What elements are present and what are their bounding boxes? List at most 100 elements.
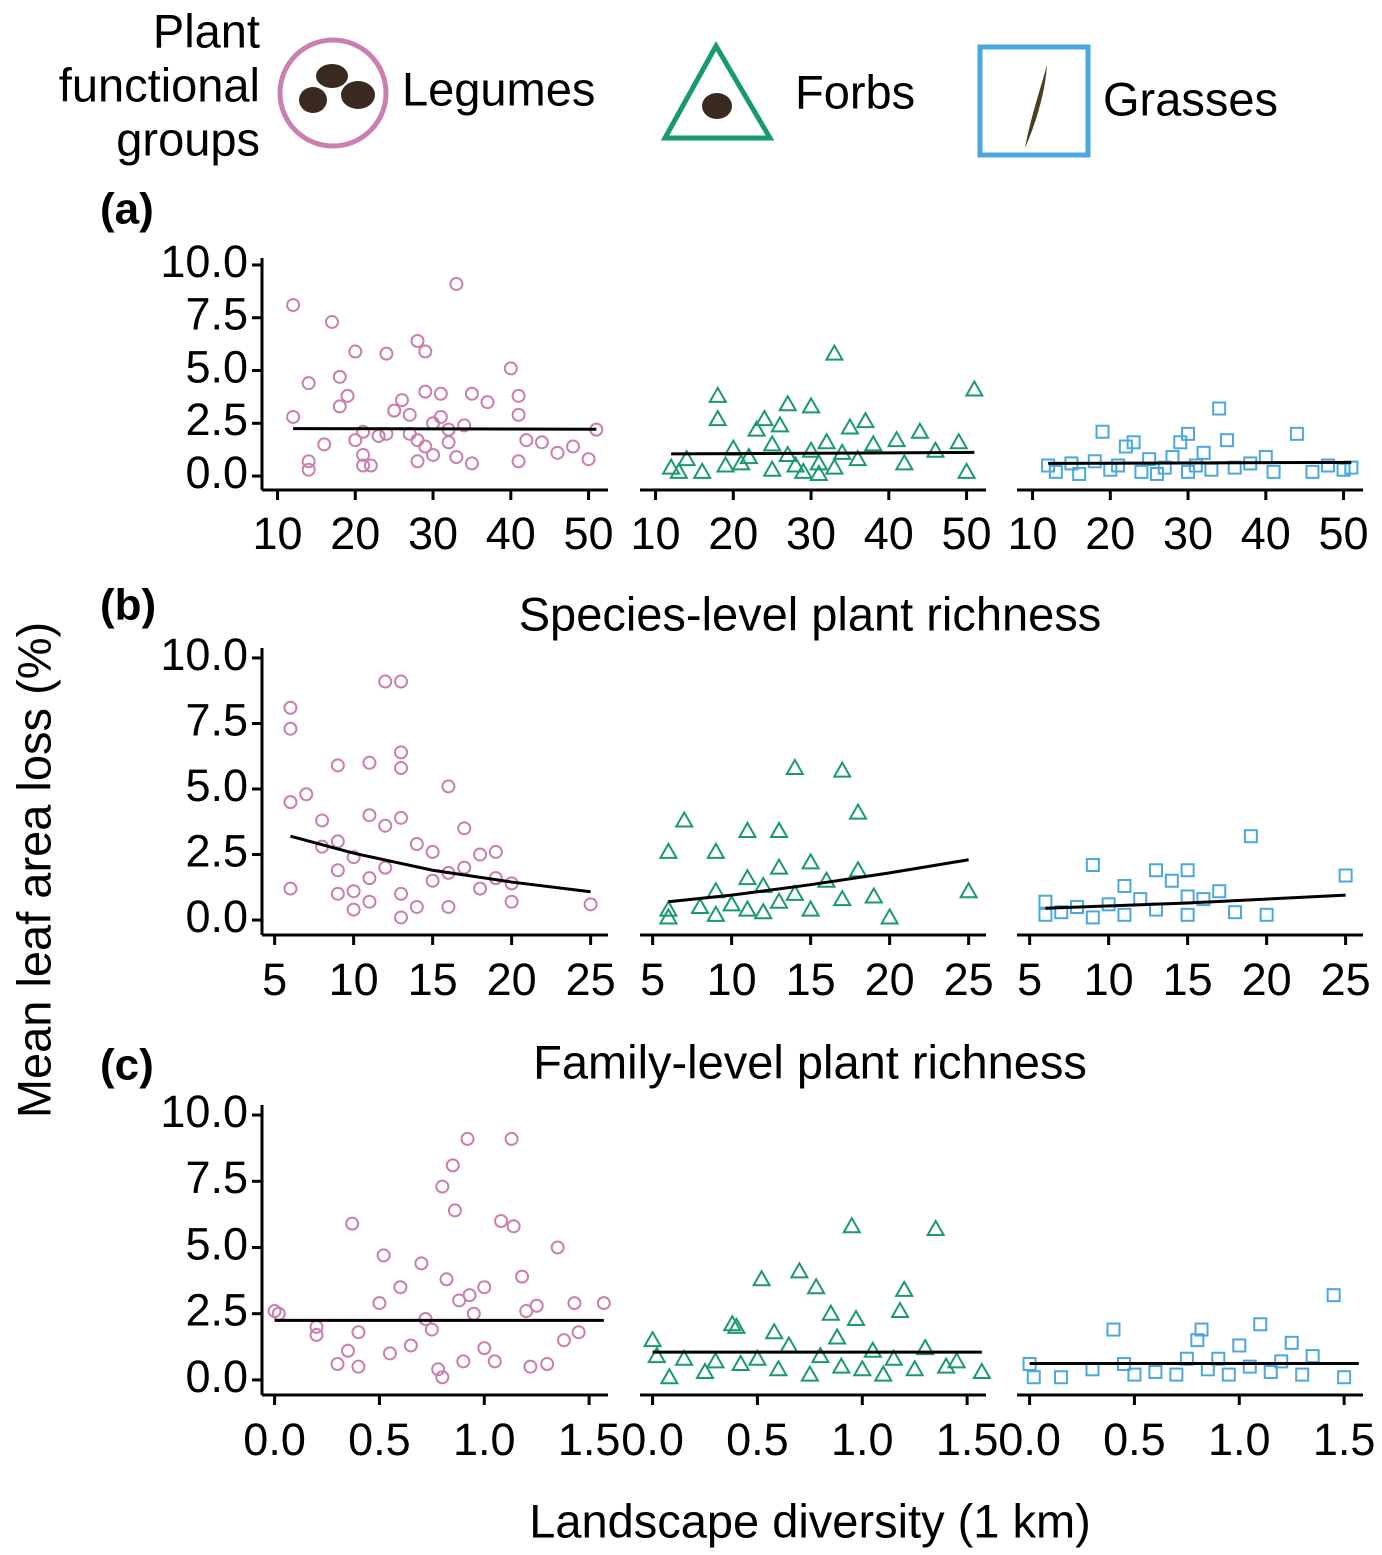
point [387, 403, 402, 418]
point [330, 834, 345, 849]
x-tick-label: 20 [487, 954, 537, 1005]
x-tick-label: 1.5 [936, 1414, 999, 1465]
point [690, 896, 710, 914]
point [1149, 863, 1164, 878]
x-tick-label: 15 [408, 954, 458, 1005]
point [956, 461, 977, 479]
point [363, 458, 378, 473]
point [737, 820, 758, 838]
x-tick-label: 0.0 [621, 1414, 684, 1465]
point [785, 758, 805, 776]
x-tick-label: 15 [786, 954, 836, 1005]
point [346, 850, 361, 865]
point [884, 1348, 904, 1366]
point [1284, 1335, 1299, 1350]
x-tick-label: 1.0 [831, 1414, 894, 1465]
point [1266, 464, 1281, 479]
point [754, 409, 775, 427]
point [753, 902, 773, 920]
point [447, 1203, 462, 1218]
point [1190, 1333, 1205, 1348]
point [466, 1306, 481, 1321]
point [362, 755, 377, 770]
point [785, 455, 806, 473]
point [330, 863, 345, 878]
point [511, 454, 526, 469]
point [1148, 1364, 1163, 1379]
point [705, 1351, 726, 1369]
point [1026, 1370, 1041, 1385]
point [301, 462, 316, 477]
point [332, 399, 347, 414]
point [800, 1364, 820, 1382]
point [1126, 435, 1141, 450]
panel: 0.0 0.5 1.0 1.5 [998, 1288, 1375, 1465]
legend-icon [977, 44, 1091, 158]
x-tick-label: 10 [1008, 508, 1058, 559]
y-tick-label: 7.5 [185, 694, 248, 745]
point [848, 860, 868, 878]
point [846, 1308, 866, 1326]
point [890, 1301, 910, 1319]
point [376, 1248, 391, 1263]
point [708, 385, 728, 403]
point [1180, 907, 1195, 922]
x-tick-label: 25 [1321, 954, 1371, 1005]
point [441, 435, 456, 450]
point [382, 1346, 397, 1361]
point [769, 891, 789, 909]
point [800, 852, 821, 870]
point [1164, 873, 1179, 888]
point [1228, 905, 1243, 920]
point [674, 1348, 694, 1366]
x-tick-label: 30 [1163, 508, 1213, 559]
point [715, 455, 736, 473]
point [1289, 426, 1304, 441]
point [676, 449, 697, 467]
point [746, 419, 767, 437]
point [695, 1361, 715, 1379]
point [426, 447, 441, 462]
point [821, 1303, 841, 1321]
point [964, 379, 985, 397]
point [379, 346, 394, 361]
point [1117, 878, 1132, 893]
point [409, 837, 424, 852]
fit-line [290, 834, 591, 894]
point [283, 700, 298, 715]
y-tick-label: 7.5 [185, 1152, 248, 1203]
point [271, 1306, 286, 1321]
y-tick-label: 2.5 [185, 394, 248, 445]
fit-line [1048, 460, 1352, 465]
point [394, 745, 409, 760]
point [488, 844, 503, 859]
point [894, 453, 915, 471]
point [581, 452, 596, 467]
point [949, 432, 969, 450]
point [1242, 1359, 1257, 1374]
point [504, 1131, 519, 1146]
point [494, 1214, 509, 1228]
point [737, 899, 758, 917]
point [1321, 458, 1336, 473]
x-tick-label: 10 [1084, 954, 1134, 1005]
x-tick-label: 20 [865, 954, 915, 1005]
point [362, 871, 377, 886]
point [394, 886, 409, 901]
point [503, 361, 518, 376]
point [747, 1348, 768, 1366]
point [378, 674, 393, 689]
point [418, 384, 433, 399]
point [658, 841, 679, 859]
point [286, 298, 301, 313]
x-tick-label: 50 [942, 508, 992, 559]
point [762, 459, 782, 477]
point [832, 760, 852, 778]
point [1038, 907, 1053, 922]
panel: 10 20 30 40 50 [253, 276, 614, 559]
point [1117, 907, 1132, 922]
point [1111, 458, 1126, 473]
point [435, 1370, 450, 1385]
x-tick-label: 20 [330, 508, 380, 559]
point [1232, 1338, 1247, 1353]
